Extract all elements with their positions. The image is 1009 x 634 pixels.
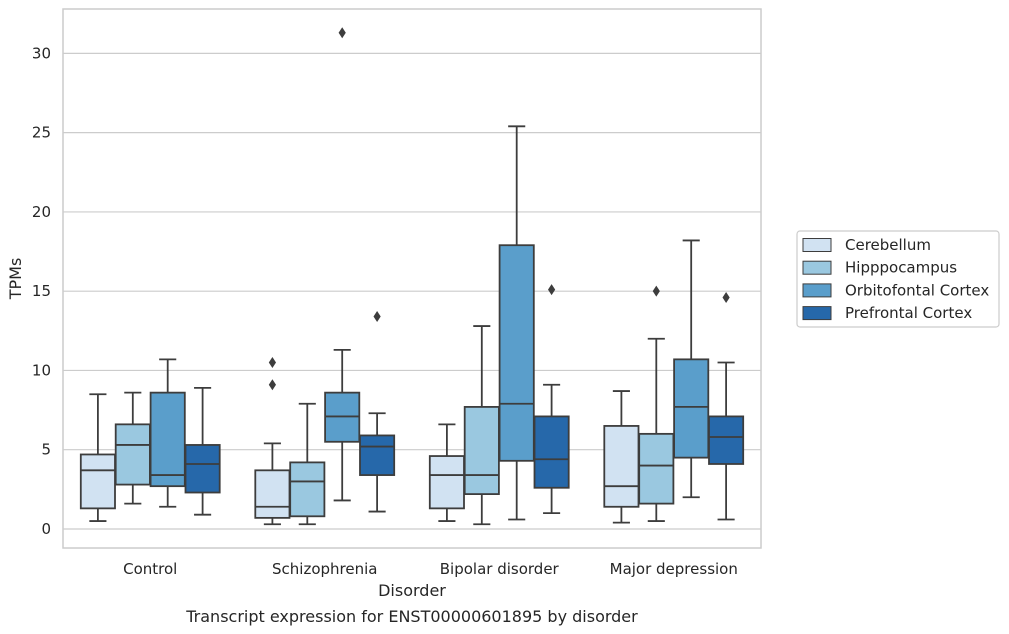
box-0-0 [79,393,116,522]
box-0-3 [184,386,221,516]
box-body [708,415,745,465]
y-axis-ticks: 0 5 10 15 20 25 30 [32,44,51,538]
box-body [533,415,570,489]
box-3-3 [708,292,745,521]
y-tick-label: 5 [41,441,51,459]
outlier-point [548,284,556,296]
outlier-point [652,285,660,297]
legend-swatch [802,306,832,321]
x-axis-ticks: Control Schizophrenia Bipolar disorder Majo… [123,560,738,578]
y-tick-label: 25 [32,124,51,142]
box-body [149,391,186,488]
box-body [114,423,151,486]
box-1-3 [359,311,396,513]
legend-label: Prefrontal Cortex [845,304,972,322]
box-body [673,358,710,459]
x-tick-label: Control [123,560,177,578]
y-tick-label: 10 [32,361,51,379]
box-1-0 [254,357,291,526]
plot-frame [62,8,762,549]
y-tick-label: 30 [32,44,51,62]
box-body [638,432,675,505]
box-3-0 [603,390,640,524]
outlier-point [722,292,730,304]
x-tick-label: Major depression [610,560,738,578]
y-axis-label: TPMs [6,258,25,301]
outlier-point [268,379,276,391]
box-plot-area [79,27,745,526]
box-3-1 [638,285,675,522]
box-2-2 [498,125,535,521]
y-tick-label: 15 [32,282,51,300]
box-body [184,444,221,494]
box-body [463,406,500,495]
legend-label: Orbitofontal Cortex [845,281,989,299]
x-tick-label: Bipolar disorder [440,560,560,578]
x-axis-label: Disorder [378,581,446,600]
box-2-3 [533,284,570,515]
box-1-1 [289,402,326,526]
y-tick-label: 0 [41,520,51,538]
box-3-2 [673,239,710,499]
chart-caption: Transcript expression for ENST0000060189… [185,607,638,626]
box-0-1 [114,391,151,505]
box-2-0 [428,423,465,522]
legend-swatch [802,283,832,298]
legend-label: Cerebellum [845,236,931,254]
y-tick-label: 20 [32,203,51,221]
box-body [254,469,291,519]
legend: Cerebellum Hipppocampus Orbitofontal Corte… [796,230,1000,328]
box-2-1 [463,325,500,526]
legend-swatch [802,260,832,275]
box-0-2 [149,358,186,508]
box-body [428,455,465,510]
outlier-point [338,27,346,39]
outlier-point [373,311,381,323]
legend-swatch [802,238,832,252]
box-body [359,434,396,476]
x-tick-label: Schizophrenia [272,560,377,578]
box-body [289,461,326,518]
box-1-2 [324,27,361,502]
box-body [498,244,535,462]
box-body [79,453,116,510]
outlier-point [268,357,276,369]
box-body [603,425,640,508]
legend-label: Hipppocampus [845,259,957,277]
legend-frame [796,230,1000,328]
